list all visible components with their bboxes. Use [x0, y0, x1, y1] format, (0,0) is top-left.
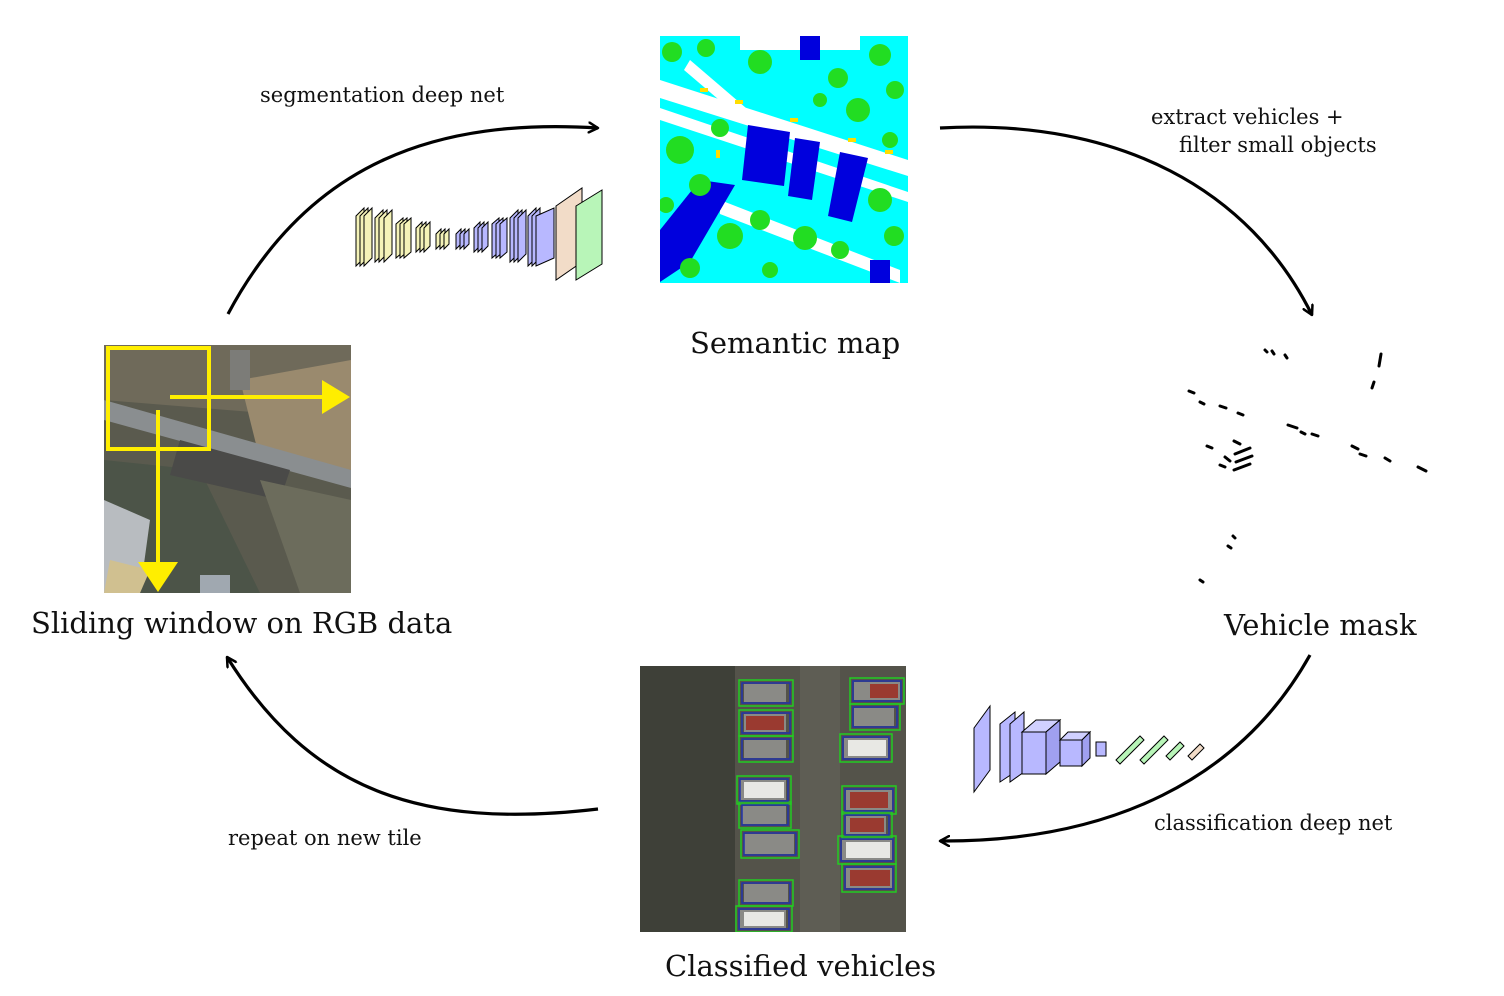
node-label-vehicle-mask: Vehicle mask	[1224, 608, 1417, 642]
edge-label-repeat: repeat on new tile	[228, 826, 422, 850]
node-label-sliding-window: Sliding window on RGB data	[31, 606, 453, 640]
edge-label-classification: classification deep net	[1154, 811, 1393, 835]
edge-label-extract-line1: extract vehicles +	[1151, 105, 1344, 129]
window-arrowhead-down	[138, 562, 178, 592]
semantic-map-image	[660, 36, 908, 283]
segmentation-network-icon	[355, 187, 603, 281]
arrow-segmentation	[226, 127, 598, 315]
edge-label-segmentation: segmentation deep net	[260, 83, 505, 107]
node-label-semantic-map: Semantic map	[690, 326, 901, 360]
classified-vehicles-image	[640, 666, 906, 932]
window-arrowhead-right	[322, 380, 350, 414]
arrow-classification	[940, 654, 1312, 841]
sliding-window-icon	[106, 346, 325, 565]
node-label-classified-vehicles: Classified vehicles	[665, 949, 937, 983]
edge-label-extract-line2: filter small objects	[1179, 133, 1377, 157]
rgb-tile-image	[104, 345, 351, 593]
arrow-extract	[939, 125, 1312, 315]
arrow-repeat	[225, 657, 599, 816]
vehicle-mask-image	[1187, 348, 1428, 584]
classification-network-icon	[973, 704, 1205, 794]
